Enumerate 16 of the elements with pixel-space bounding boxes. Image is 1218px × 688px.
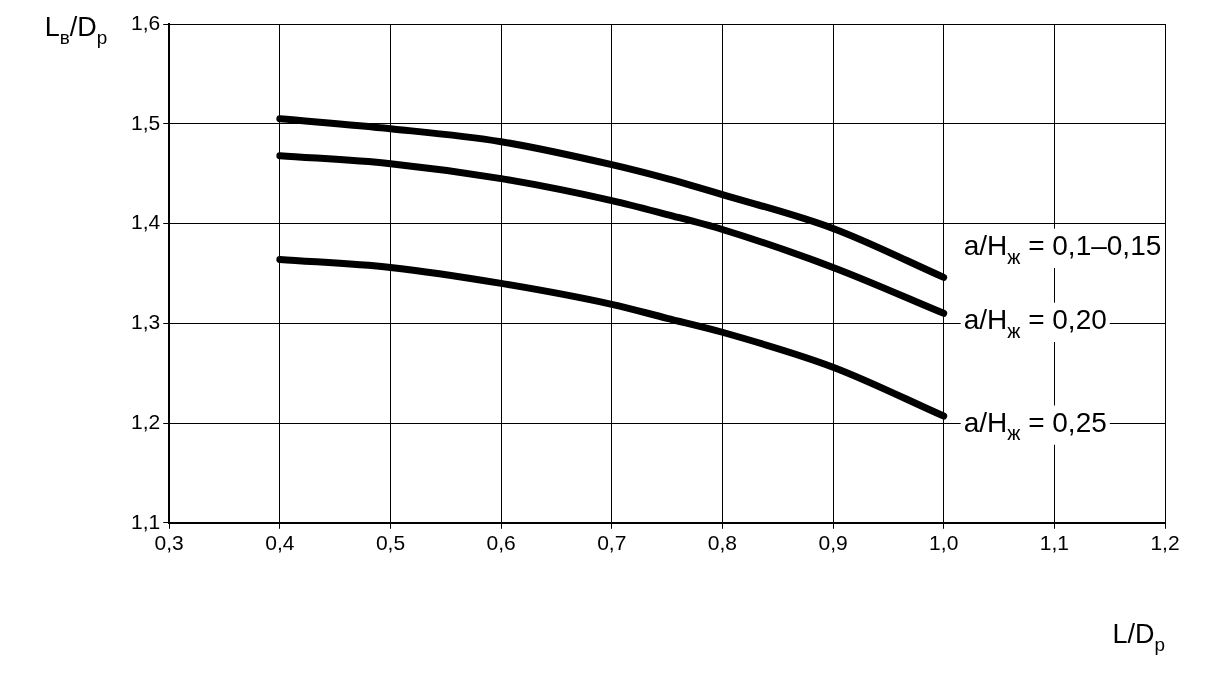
x-tick-label: 0,4 — [265, 531, 295, 555]
y-tick-label: 1,2 — [130, 409, 161, 433]
y-tick-label: 1,5 — [130, 110, 161, 134]
y-tick-label: 1,3 — [130, 310, 161, 334]
x-tick-label: 1,1 — [1039, 531, 1069, 555]
x-tick-label: 0,9 — [818, 531, 848, 555]
y-tick-label: 1,4 — [130, 210, 161, 234]
x-tick-label: 0,5 — [375, 531, 406, 555]
x-tick-label: 0,6 — [486, 531, 516, 555]
y-tick-label: 1,1 — [130, 509, 161, 533]
y-tick-label: 1,6 — [130, 10, 161, 34]
x-tick-label: 0,8 — [707, 531, 738, 555]
x-tick-label: 1,2 — [1150, 531, 1180, 555]
x-tick-label: 1,0 — [929, 531, 959, 555]
x-tick-label: 0,7 — [597, 531, 627, 555]
x-tick-label: 0,3 — [154, 531, 184, 555]
